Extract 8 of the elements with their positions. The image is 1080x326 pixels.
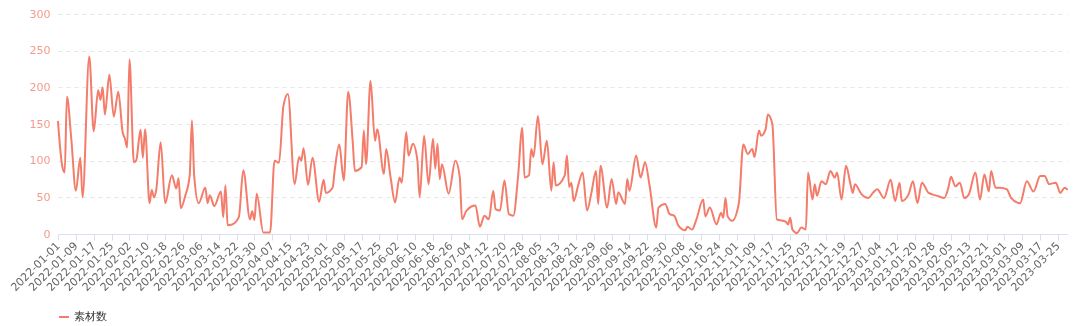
y-tick-label: 100 (29, 154, 51, 168)
y-tick-label: 50 (36, 190, 51, 204)
y-tick-label: 0 (43, 227, 51, 241)
y-tick-label: 200 (29, 80, 51, 94)
y-tick-label: 300 (29, 7, 51, 21)
legend-label: 素材数 (74, 310, 107, 323)
y-tick-label: 150 (29, 117, 51, 131)
y-tick-label: 250 (29, 44, 51, 58)
